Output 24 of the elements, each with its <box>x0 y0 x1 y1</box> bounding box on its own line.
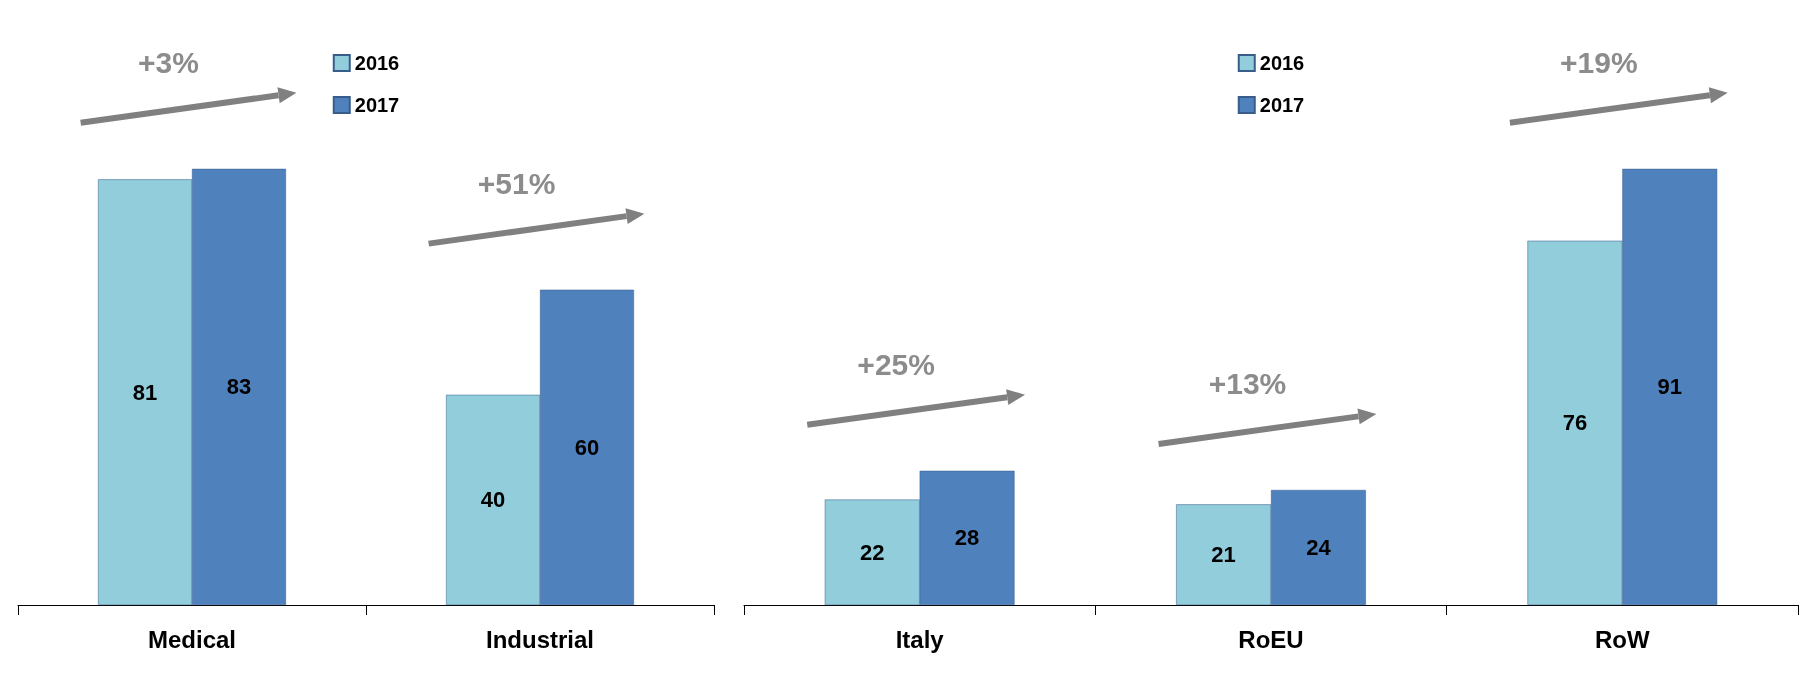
legend-label: 2016 <box>1259 52 1305 74</box>
x-tick-label: RoW <box>1595 625 1650 653</box>
legend-label: 2017 <box>1259 94 1305 116</box>
data-label: 76 <box>1562 410 1588 436</box>
text: +19% <box>1560 46 1638 80</box>
annotation: +13% <box>1208 367 1287 401</box>
data-label: 21 <box>1211 542 1236 568</box>
data-label: 81 <box>132 379 158 405</box>
x-tick-label: RoEU <box>1238 625 1304 653</box>
data-label: 24 <box>1306 534 1332 560</box>
data-label: 91 <box>1657 374 1683 400</box>
x-tick-label: Italy <box>895 625 945 653</box>
data-label: 40 <box>480 487 506 513</box>
data-label: 60 <box>574 434 600 460</box>
data-label: 83 <box>226 374 252 400</box>
legend-label: 2016 <box>354 52 400 74</box>
text: +3% <box>138 46 199 80</box>
data-label: 28 <box>954 525 980 551</box>
x-tick-label: Industrial <box>485 625 595 653</box>
x-tick-label: Medical <box>147 625 237 653</box>
data-label: 22 <box>859 539 885 565</box>
annotation: +25% <box>857 348 935 382</box>
annotation: +51% <box>477 167 556 201</box>
legend-label: 2017 <box>354 94 400 116</box>
